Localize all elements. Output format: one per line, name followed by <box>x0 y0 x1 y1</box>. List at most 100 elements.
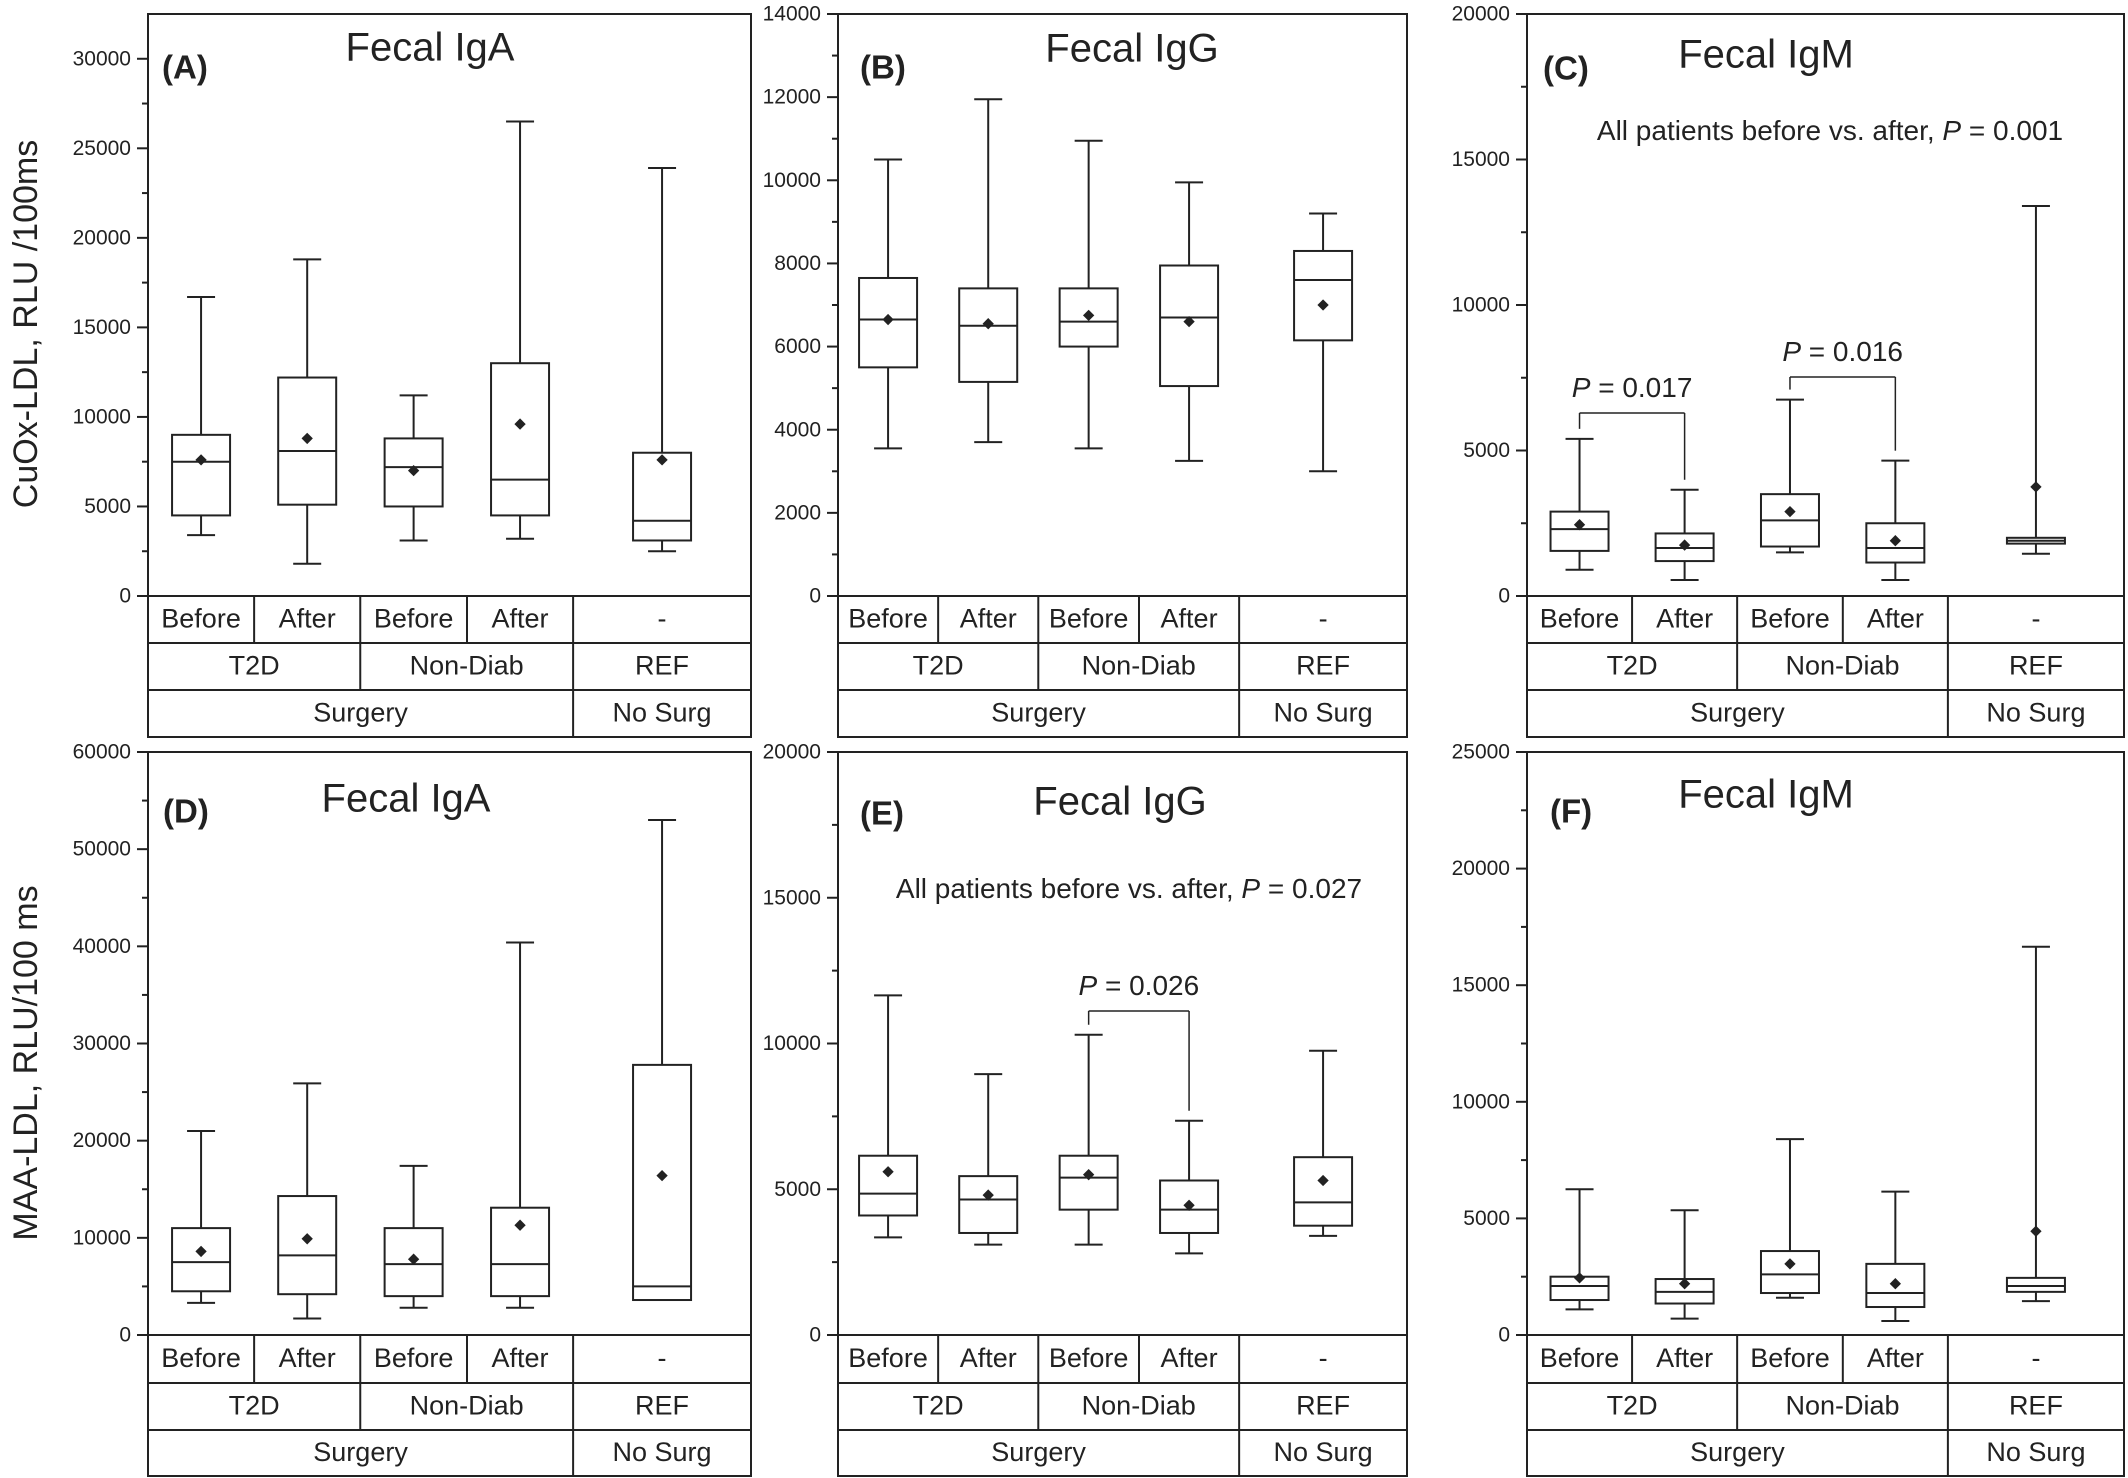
box-plot <box>1058 1033 1119 1246</box>
y-tick-label: 50000 <box>73 838 131 861</box>
box-plot <box>632 819 693 1302</box>
comparison-p-value: P = 0.016 <box>1782 336 1903 367</box>
mean-marker <box>982 1189 994 1201</box>
y-tick-label: 5000 <box>1463 1207 1510 1230</box>
category-label: After <box>279 604 336 634</box>
y-tick-label: 0 <box>809 1324 821 1347</box>
category-label: After <box>492 604 549 634</box>
comparison-bracket <box>1578 412 1686 480</box>
mean-marker <box>407 1253 420 1265</box>
mean-marker <box>301 1233 313 1245</box>
panel-label: (A) <box>162 49 208 86</box>
category-label: After <box>1161 1343 1218 1373</box>
y-tick-label: 30000 <box>73 1032 131 1055</box>
box-plot <box>277 258 338 565</box>
group-label: Non-Diab <box>1785 651 1899 681</box>
panel-label: (E) <box>860 795 904 832</box>
iqr-box <box>632 1063 693 1302</box>
panel-label: (C) <box>1543 50 1589 87</box>
mean-marker <box>1889 1278 1902 1290</box>
box-plot <box>632 167 693 553</box>
mean-marker <box>1573 1272 1586 1284</box>
mean-marker <box>1784 505 1796 518</box>
treatment-label: Surgery <box>991 1437 1086 1467</box>
category-label: Before <box>161 604 241 634</box>
group-label: Non-Diab <box>410 1391 524 1421</box>
panel-label: (D) <box>163 793 209 830</box>
y-tick-label: 2000 <box>774 501 821 524</box>
treatment-label: Surgery <box>1690 698 1785 728</box>
panel-frame <box>147 751 752 1477</box>
mean-marker <box>407 464 420 477</box>
y-tick-label: 5000 <box>1463 439 1510 462</box>
y-tick-label: 0 <box>1498 585 1510 608</box>
box-plot <box>2005 205 2066 555</box>
panel-d: 0 10000 20000 30000 40000 50000 60000 Before Aft… <box>73 741 752 1477</box>
comparison-bracket <box>1789 376 1897 451</box>
mean-marker <box>1082 309 1095 322</box>
group-label: T2D <box>229 1391 280 1421</box>
panel-label: (B) <box>860 49 906 86</box>
category-label: Before <box>1540 1343 1620 1373</box>
group-label: T2D <box>913 651 964 681</box>
y-tick-label: 15000 <box>763 886 821 909</box>
panel-frame <box>837 751 1408 1477</box>
category-label: Before <box>848 1343 928 1373</box>
iqr-box <box>1293 1156 1354 1227</box>
panel-title: Fecal IgA <box>346 26 515 70</box>
group-label: REF <box>1296 1391 1350 1421</box>
test-note: All patients before vs. after, P = 0.027 <box>896 873 1362 904</box>
category-label: - <box>1319 1343 1328 1373</box>
category-label: Before <box>848 604 928 634</box>
category-label: Before <box>1049 1343 1129 1373</box>
group-label: T2D <box>1607 651 1658 681</box>
box-plot <box>1759 1138 1820 1299</box>
comparison-bracket <box>1087 1010 1190 1111</box>
panel-title: Fecal IgM <box>1678 773 1854 817</box>
group-label: REF <box>2009 651 2063 681</box>
panel-f: 0 5000 10000 15000 20000 25000 Before After Befo… <box>1452 741 2125 1477</box>
category-label: - <box>2031 604 2040 634</box>
group-label: Non-Diab <box>1785 1391 1899 1421</box>
box-plot <box>490 120 551 540</box>
panel-c: 0 5000 10000 15000 20000 Before After Before Aft… <box>1452 3 2125 738</box>
box-plot <box>1159 1119 1220 1255</box>
y-tick-label: 60000 <box>73 741 131 764</box>
y-tick-label: 14000 <box>763 3 821 26</box>
box-plot <box>1293 1049 1354 1237</box>
treatment-label: No Surg <box>1986 1437 2085 1467</box>
category-label: After <box>1867 1343 1924 1373</box>
y-tick-label: 25000 <box>73 137 131 160</box>
category-label: After <box>960 604 1017 634</box>
box-plot <box>2005 945 2066 1303</box>
mean-marker <box>1573 519 1586 531</box>
box-plot <box>1058 139 1119 450</box>
panel-frame <box>1526 13 2125 738</box>
y-tick-label: 10000 <box>1452 1090 1510 1113</box>
box-plot <box>490 941 551 1309</box>
y-tick-label: 6000 <box>774 335 821 358</box>
box-plot <box>1654 488 1715 581</box>
box-plot <box>171 1129 232 1304</box>
category-label: Before <box>374 604 454 634</box>
category-label: Before <box>1750 1343 1830 1373</box>
comparison-p-value: P = 0.026 <box>1079 970 1200 1001</box>
category-label: - <box>1319 604 1328 634</box>
y-tick-label: 20000 <box>1452 3 1510 26</box>
iqr-box <box>858 1154 919 1217</box>
mean-marker <box>195 1245 207 1258</box>
y-tick-label: 15000 <box>1452 148 1510 171</box>
mean-marker <box>1183 315 1195 328</box>
category-label: After <box>1867 604 1924 634</box>
category-label: After <box>279 1343 336 1373</box>
y-tick-label: 20000 <box>73 1129 131 1152</box>
box-plot <box>1293 212 1354 473</box>
y-tick-label: 10000 <box>1452 294 1510 317</box>
group-label: Non-Diab <box>1082 651 1196 681</box>
y-tick-label: 5000 <box>84 495 131 518</box>
group-label: REF <box>635 651 689 681</box>
box-plot <box>958 98 1019 444</box>
y-tick-label: 0 <box>119 585 131 608</box>
y-tick-label: 10000 <box>73 1226 131 1249</box>
